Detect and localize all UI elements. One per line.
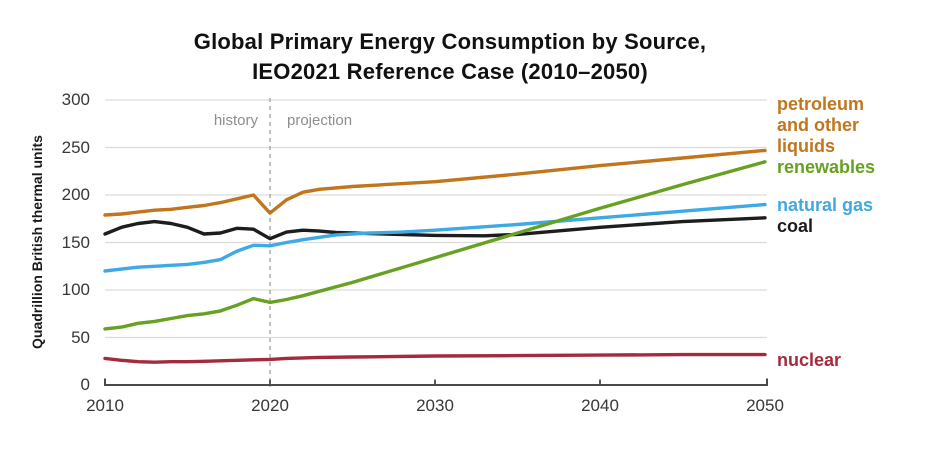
y-tick-50: 50 <box>71 328 90 347</box>
legend-nuclear: nuclear <box>777 350 842 370</box>
x-tick-2020: 2020 <box>251 396 289 415</box>
series-line-natural-gas <box>103 202 767 273</box>
x-tick-2030: 2030 <box>416 396 454 415</box>
history-label: history <box>213 112 258 129</box>
projection-label: projection <box>287 112 353 129</box>
y-tick-150: 150 <box>61 233 90 252</box>
y-tick-200: 200 <box>61 185 90 204</box>
series-line-nuclear <box>103 352 767 364</box>
series-line-renewables <box>103 160 767 331</box>
y-tick-300: 300 <box>61 90 90 109</box>
chart-title-line2: IEO2021 Reference Case (2010–2050) <box>252 59 648 84</box>
series-line-petroleum-and-other-liquids <box>103 148 767 217</box>
legend-petroleum-and-other-liquids: petroleum and other liquids <box>777 94 865 156</box>
legend-natural-gas: natural gas <box>777 195 874 215</box>
series-line-coal <box>103 216 767 241</box>
chart-title: Global Primary Energy Consumption by Sou… <box>105 27 795 87</box>
y-tick-250: 250 <box>61 138 90 157</box>
legend-coal: coal <box>777 216 814 236</box>
y-tick-100: 100 <box>61 280 90 299</box>
x-tick-2010: 2010 <box>86 396 124 415</box>
x-tick-2040: 2040 <box>581 396 619 415</box>
legend-renewables: renewables <box>777 157 876 177</box>
x-axis-line <box>104 378 768 386</box>
x-tick-2050: 2050 <box>746 396 784 415</box>
chart-title-line1: Global Primary Energy Consumption by Sou… <box>193 29 707 54</box>
y-tick-0: 0 <box>80 375 90 394</box>
